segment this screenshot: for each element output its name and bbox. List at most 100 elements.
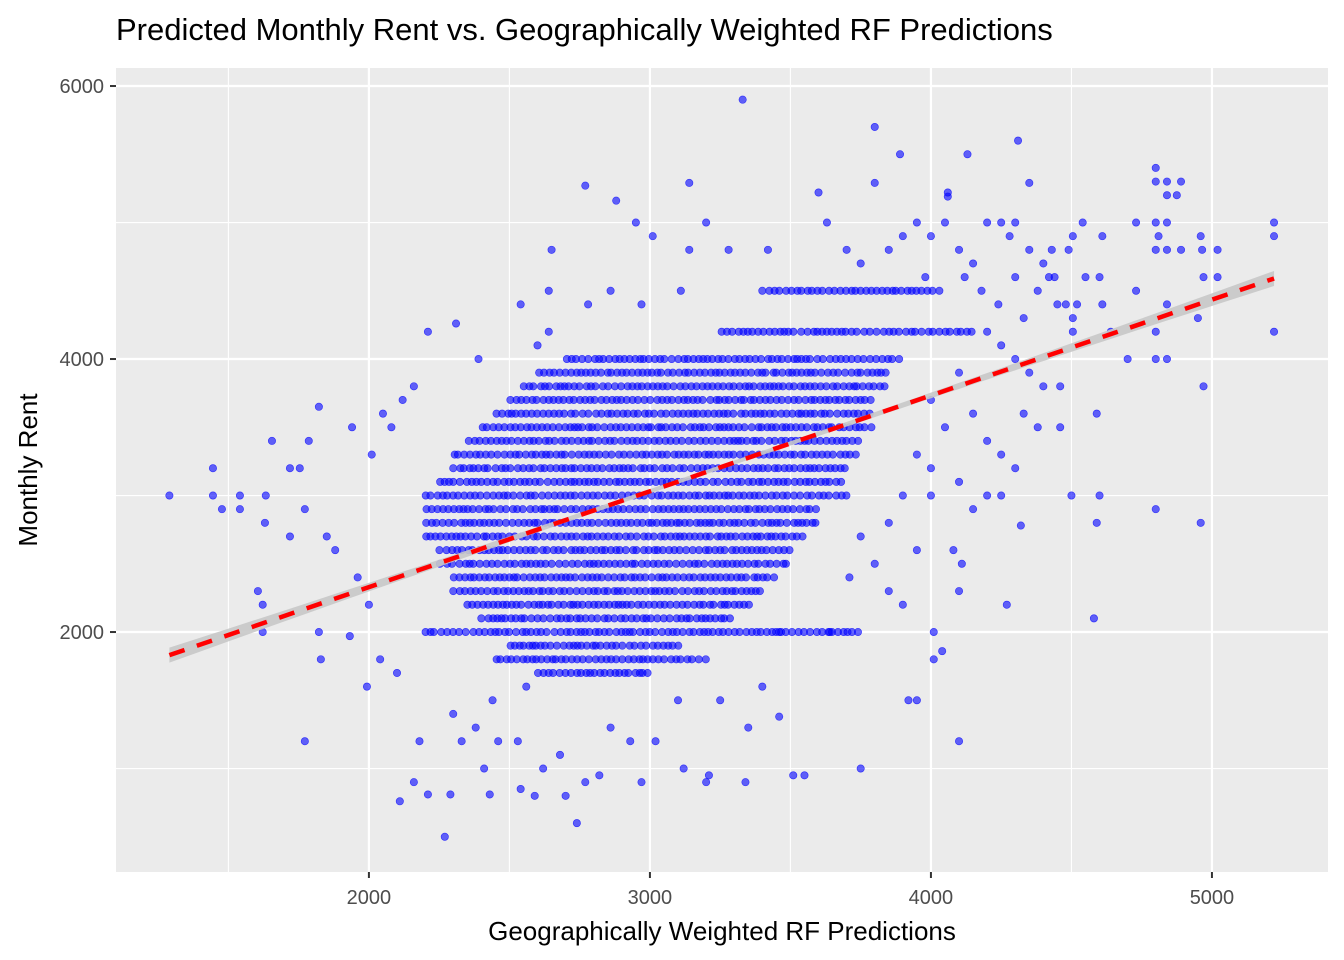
- data-point: [637, 300, 646, 309]
- data-point: [1067, 491, 1076, 500]
- data-point: [1092, 409, 1101, 418]
- data-point: [575, 382, 584, 391]
- x-tick-label: 3000: [628, 887, 673, 909]
- data-point: [1002, 600, 1011, 609]
- data-point: [812, 505, 821, 514]
- data-point: [304, 436, 313, 445]
- data-point: [763, 573, 772, 582]
- data-point: [646, 423, 655, 432]
- data-point: [1151, 505, 1160, 514]
- data-point: [884, 518, 893, 527]
- data-point: [331, 546, 340, 555]
- data-point: [870, 122, 879, 131]
- data-point: [775, 712, 784, 721]
- data-point: [650, 464, 659, 473]
- data-point: [802, 423, 811, 432]
- data-point: [783, 491, 792, 500]
- data-point: [822, 218, 831, 227]
- data-point: [969, 505, 978, 514]
- data-point: [547, 559, 556, 568]
- data-point: [685, 178, 694, 187]
- data-point: [963, 150, 972, 159]
- data-point: [997, 341, 1006, 350]
- data-point: [701, 477, 710, 486]
- data-point: [702, 778, 711, 787]
- data-point: [694, 491, 703, 500]
- data-point: [789, 771, 798, 780]
- data-point: [694, 655, 703, 664]
- data-point: [860, 423, 869, 432]
- data-point: [679, 764, 688, 773]
- data-point: [1270, 327, 1279, 336]
- data-point: [814, 188, 823, 197]
- data-point: [669, 382, 678, 391]
- data-point: [632, 532, 641, 541]
- data-point: [1011, 273, 1020, 282]
- data-point: [884, 587, 893, 596]
- data-point: [725, 614, 734, 623]
- data-point: [322, 532, 331, 541]
- data-point: [865, 327, 874, 336]
- data-point: [316, 655, 325, 664]
- data-point: [1193, 314, 1202, 323]
- data-point: [395, 797, 404, 806]
- data-point: [713, 477, 722, 486]
- data-point: [955, 368, 964, 377]
- data-point: [449, 464, 458, 473]
- data-point: [547, 600, 556, 609]
- data-point: [731, 532, 740, 541]
- data-point: [1011, 355, 1020, 364]
- data-point: [870, 178, 879, 187]
- data-point: [1050, 273, 1059, 282]
- data-point: [314, 402, 323, 411]
- data-point: [1151, 218, 1160, 227]
- x-axis-title: Geographically Weighted RF Predictions: [488, 916, 956, 946]
- data-point: [510, 559, 519, 568]
- data-point: [867, 423, 876, 432]
- data-point: [502, 505, 511, 514]
- data-point: [544, 327, 553, 336]
- data-point: [969, 259, 978, 268]
- data-point: [552, 641, 561, 650]
- data-point: [667, 355, 676, 364]
- data-point: [518, 505, 527, 514]
- data-point: [542, 628, 551, 637]
- data-point: [505, 628, 514, 637]
- data-point: [480, 764, 489, 773]
- data-point: [700, 559, 709, 568]
- data-point: [627, 600, 636, 609]
- data-point: [757, 436, 766, 445]
- data-point: [261, 491, 270, 500]
- data-point: [775, 286, 784, 295]
- data-point: [781, 559, 790, 568]
- data-point: [983, 218, 992, 227]
- data-point: [796, 491, 805, 500]
- data-point: [581, 181, 590, 190]
- data-point: [794, 395, 803, 404]
- data-point: [772, 559, 781, 568]
- data-point: [1068, 232, 1077, 241]
- data-point: [494, 737, 503, 746]
- data-point: [628, 464, 637, 473]
- data-point: [584, 655, 593, 664]
- data-point: [539, 532, 548, 541]
- data-point: [393, 668, 402, 677]
- data-point: [940, 423, 949, 432]
- data-point: [1039, 382, 1048, 391]
- data-point: [739, 395, 748, 404]
- data-point: [649, 532, 658, 541]
- data-point: [983, 327, 992, 336]
- data-point: [856, 532, 865, 541]
- data-point: [1151, 327, 1160, 336]
- data-point: [1016, 521, 1025, 530]
- data-point: [559, 600, 568, 609]
- data-point: [509, 491, 518, 500]
- data-point: [461, 628, 470, 637]
- data-point: [535, 477, 544, 486]
- data-point: [440, 832, 449, 841]
- data-point: [300, 737, 309, 746]
- data-point: [1199, 273, 1208, 282]
- data-point: [553, 505, 562, 514]
- data-point: [409, 778, 418, 787]
- data-point: [825, 628, 834, 637]
